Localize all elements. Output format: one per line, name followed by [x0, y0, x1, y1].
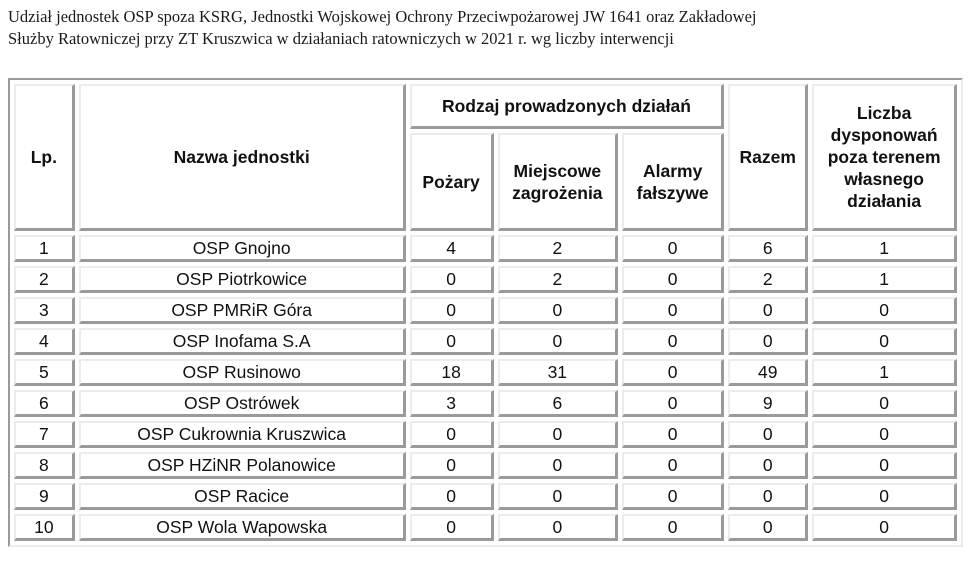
cell-false-alarms: 0: [622, 483, 725, 510]
cell-false-alarms: 0: [622, 266, 725, 293]
cell-outside: 0: [812, 452, 957, 479]
cell-local-threats: 0: [497, 452, 619, 479]
cell-fires: 0: [409, 328, 494, 355]
cell-fires: 18: [409, 359, 494, 386]
cell-local-threats: 0: [497, 421, 619, 448]
header-local-threats: Miejscowe zagrożenia: [497, 133, 619, 231]
table-row: 6 OSP Ostrówek 3 6 0 9 0: [14, 390, 957, 417]
cell-local-threats: 0: [497, 514, 619, 541]
cell-name: OSP Cukrownia Kruszwica: [78, 421, 406, 448]
cell-lp: 4: [14, 328, 75, 355]
cell-name: OSP PMRiR Góra: [78, 297, 406, 324]
cell-local-threats: 2: [497, 266, 619, 293]
cell-name: OSP Ostrówek: [78, 390, 406, 417]
cell-false-alarms: 0: [622, 359, 725, 386]
header-row-1: Lp. Nazwa jednostki Rodzaj prowadzonych …: [14, 84, 957, 231]
table-row: 9 OSP Racice 0 0 0 0 0: [14, 483, 957, 510]
interventions-table: Lp. Nazwa jednostki Rodzaj prowadzonych …: [8, 78, 963, 547]
cell-lp: 7: [14, 421, 75, 448]
caption-line-2: Służby Ratowniczej przy ZT Kruszwica w d…: [8, 29, 674, 48]
table-row: 3 OSP PMRiR Góra 0 0 0 0 0: [14, 297, 957, 324]
cell-false-alarms: 0: [622, 235, 725, 262]
cell-fires: 0: [409, 266, 494, 293]
cell-false-alarms: 0: [622, 328, 725, 355]
cell-name: OSP Rusinowo: [78, 359, 406, 386]
cell-outside: 0: [812, 421, 957, 448]
cell-local-threats: 0: [497, 483, 619, 510]
cell-false-alarms: 0: [622, 297, 725, 324]
cell-outside: 1: [812, 235, 957, 262]
cell-name: OSP Inofama S.A: [78, 328, 406, 355]
cell-name: OSP HZiNR Polanowice: [78, 452, 406, 479]
cell-fires: 0: [409, 452, 494, 479]
cell-local-threats: 0: [497, 328, 619, 355]
cell-local-threats: 2: [497, 235, 619, 262]
cell-fires: 0: [409, 421, 494, 448]
table-row: 5 OSP Rusinowo 18 31 0 49 1: [14, 359, 957, 386]
cell-total: 0: [728, 328, 809, 355]
cell-fires: 0: [409, 297, 494, 324]
cell-fires: 0: [409, 483, 494, 510]
header-row-2: Pożary Miejscowe zagrożenia Alarmy fałsz…: [14, 133, 957, 231]
cell-local-threats: 31: [497, 359, 619, 386]
cell-false-alarms: 0: [622, 421, 725, 448]
cell-false-alarms: 0: [622, 452, 725, 479]
cell-fires: 4: [409, 235, 494, 262]
cell-total: 0: [728, 514, 809, 541]
cell-lp: 3: [14, 297, 75, 324]
header-action-type-group: Rodzaj prowadzonych działań: [409, 84, 725, 129]
cell-name: OSP Piotrkowice: [78, 266, 406, 293]
cell-outside: 0: [812, 514, 957, 541]
cell-total: 0: [728, 483, 809, 510]
cell-local-threats: 6: [497, 390, 619, 417]
header-false-alarms: Alarmy fałszywe: [622, 133, 725, 231]
cell-outside: 0: [812, 483, 957, 510]
cell-lp: 6: [14, 390, 75, 417]
cell-local-threats: 0: [497, 297, 619, 324]
header-fires: Pożary: [409, 133, 494, 231]
header-lp: Lp.: [14, 84, 75, 231]
cell-lp: 1: [14, 235, 75, 262]
cell-false-alarms: 0: [622, 390, 725, 417]
cell-name: OSP Wola Wapowska: [78, 514, 406, 541]
cell-total: 9: [728, 390, 809, 417]
cell-total: 2: [728, 266, 809, 293]
cell-outside: 0: [812, 328, 957, 355]
table-row: 1 OSP Gnojno 4 2 0 6 1: [14, 235, 957, 262]
header-outside-dispatches: Liczba dysponowań poza terenem własnego …: [812, 84, 957, 231]
cell-lp: 5: [14, 359, 75, 386]
table-row: 2 OSP Piotrkowice 0 2 0 2 1: [14, 266, 957, 293]
cell-outside: 0: [812, 297, 957, 324]
cell-fires: 3: [409, 390, 494, 417]
table-body: 1 OSP Gnojno 4 2 0 6 1 2 OSP Piotrkowice 0 2 0 2 1 3 OS…: [14, 235, 957, 541]
caption-line-1: Udział jednostek OSP spoza KSRG, Jednost…: [8, 7, 757, 26]
cell-total: 49: [728, 359, 809, 386]
cell-false-alarms: 0: [622, 514, 725, 541]
header-name: Nazwa jednostki: [78, 84, 406, 231]
cell-outside: 0: [812, 390, 957, 417]
header-total: Razem: [728, 84, 809, 231]
cell-lp: 2: [14, 266, 75, 293]
cell-total: 0: [728, 297, 809, 324]
cell-total: 0: [728, 452, 809, 479]
table-caption: Udział jednostek OSP spoza KSRG, Jednost…: [8, 6, 958, 50]
cell-fires: 0: [409, 514, 494, 541]
cell-lp: 10: [14, 514, 75, 541]
cell-total: 6: [728, 235, 809, 262]
cell-lp: 9: [14, 483, 75, 510]
cell-name: OSP Gnojno: [78, 235, 406, 262]
cell-outside: 1: [812, 266, 957, 293]
cell-name: OSP Racice: [78, 483, 406, 510]
cell-outside: 1: [812, 359, 957, 386]
table-row: 7 OSP Cukrownia Kruszwica 0 0 0 0 0: [14, 421, 957, 448]
cell-lp: 8: [14, 452, 75, 479]
cell-total: 0: [728, 421, 809, 448]
table-row: 8 OSP HZiNR Polanowice 0 0 0 0 0: [14, 452, 957, 479]
table-row: 10 OSP Wola Wapowska 0 0 0 0 0: [14, 514, 957, 541]
table-row: 4 OSP Inofama S.A 0 0 0 0 0: [14, 328, 957, 355]
